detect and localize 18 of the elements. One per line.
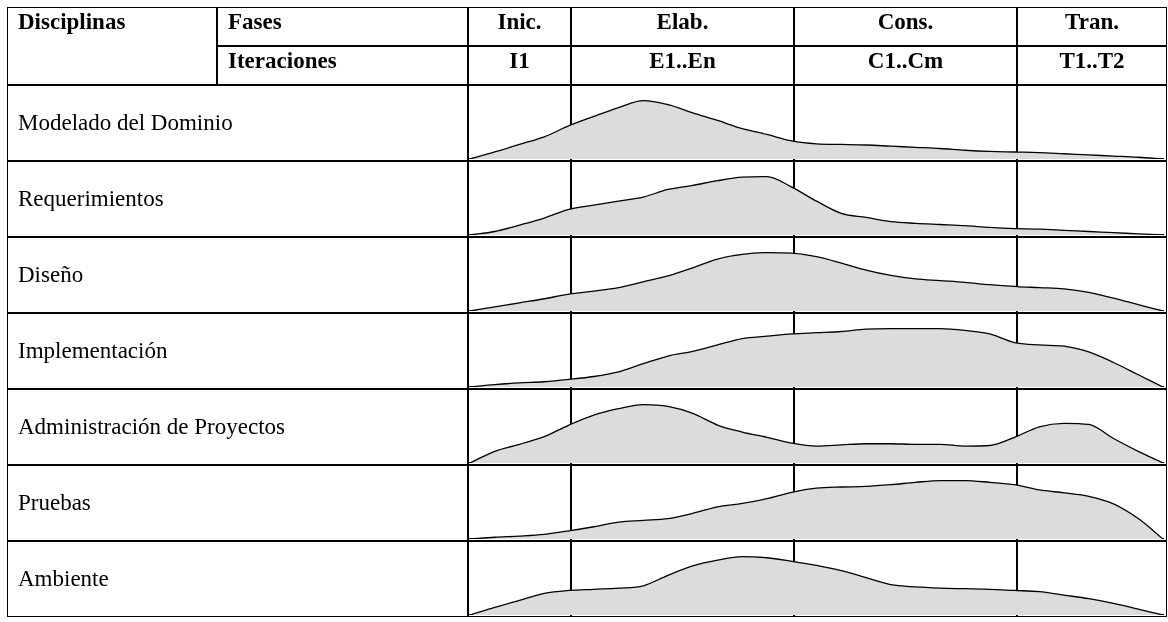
text: Iteraciones bbox=[228, 48, 337, 75]
y-axis-title: Administración de Proyectos bbox=[18, 413, 286, 441]
text: Disciplinas bbox=[18, 9, 126, 36]
text: C1..Cm bbox=[867, 48, 944, 75]
text: T1..T2 bbox=[1059, 48, 1125, 75]
y-axis-title: Pruebas bbox=[18, 489, 91, 517]
text: Elab. bbox=[656, 9, 709, 36]
y-axis-title: Requerimientos bbox=[18, 185, 164, 213]
text: I1 bbox=[509, 48, 530, 75]
text: Fases bbox=[228, 9, 282, 36]
y-axis-title: Ambiente bbox=[18, 565, 109, 593]
text: E1..En bbox=[649, 48, 716, 75]
y-axis-title: Modelado del Dominio bbox=[18, 109, 233, 137]
text: Cons. bbox=[877, 9, 934, 36]
text: Inic. bbox=[497, 9, 542, 36]
y-axis-title: Implementación bbox=[18, 337, 168, 365]
text: Tran. bbox=[1065, 9, 1119, 36]
y-axis-title: Diseño bbox=[18, 261, 84, 289]
